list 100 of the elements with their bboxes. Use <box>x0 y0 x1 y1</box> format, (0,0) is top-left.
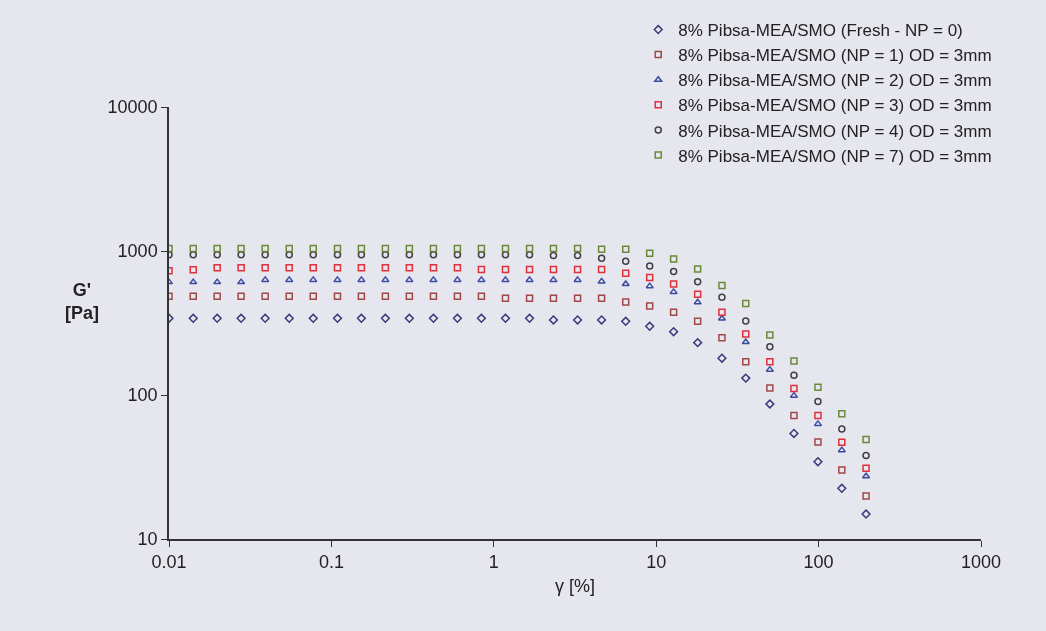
x-tick-label: 0.01 <box>151 552 187 573</box>
point <box>790 357 798 365</box>
point <box>477 251 486 259</box>
point <box>381 264 390 272</box>
point <box>789 428 799 439</box>
point <box>501 244 510 253</box>
point <box>237 292 245 300</box>
point <box>428 313 439 323</box>
point <box>212 313 222 323</box>
point <box>261 264 269 272</box>
point <box>693 265 702 273</box>
point <box>380 313 391 323</box>
point <box>309 251 317 259</box>
point <box>766 384 774 392</box>
point <box>429 244 438 253</box>
y-axis-title: G' [Pa] <box>65 280 100 324</box>
point <box>309 292 317 300</box>
point <box>862 435 870 444</box>
point <box>525 265 534 274</box>
point <box>477 292 486 300</box>
point <box>742 299 750 308</box>
point <box>741 338 750 345</box>
point <box>501 276 510 283</box>
point <box>645 302 654 310</box>
point <box>549 265 558 274</box>
point <box>621 316 631 326</box>
point <box>572 315 583 325</box>
point <box>596 315 607 325</box>
point <box>308 313 318 323</box>
point <box>573 276 582 283</box>
point <box>597 265 606 274</box>
point <box>260 276 270 283</box>
point <box>837 483 847 493</box>
point <box>405 276 414 283</box>
point <box>429 264 438 272</box>
point <box>693 298 702 305</box>
point <box>766 358 774 366</box>
point <box>814 411 822 420</box>
point <box>838 466 846 474</box>
point <box>549 251 558 260</box>
point <box>718 293 726 302</box>
point <box>357 292 366 300</box>
point <box>814 383 822 392</box>
point <box>573 244 582 253</box>
point <box>548 315 559 325</box>
point <box>429 292 438 300</box>
x-tick-label: 0.1 <box>318 552 344 573</box>
point <box>357 251 366 259</box>
point <box>862 492 870 500</box>
point <box>718 333 726 342</box>
point <box>718 281 726 290</box>
x-tick-label: 1 <box>488 552 499 573</box>
point <box>718 308 726 317</box>
legend-label: 8% Pibsa-MEA/SMO (NP = 7) OD = 3mm <box>678 146 992 166</box>
point <box>741 373 751 383</box>
point <box>213 292 221 300</box>
y-tick-label: 100 <box>127 385 158 406</box>
point <box>525 251 534 259</box>
point <box>189 278 198 285</box>
point <box>669 288 678 295</box>
point <box>453 251 462 259</box>
point <box>693 290 702 299</box>
point <box>285 292 293 300</box>
point <box>597 254 606 263</box>
point <box>861 509 871 519</box>
point <box>621 280 630 287</box>
point <box>549 294 558 302</box>
point <box>597 245 606 253</box>
point <box>309 244 317 253</box>
point <box>742 358 750 366</box>
point <box>645 282 654 289</box>
point <box>669 308 678 317</box>
point <box>285 276 294 283</box>
point <box>621 257 630 265</box>
point <box>381 292 390 300</box>
point <box>668 327 679 337</box>
point <box>309 276 318 283</box>
point <box>477 244 486 253</box>
point <box>237 264 245 272</box>
point <box>501 265 510 274</box>
point <box>766 343 774 351</box>
legend-label: 8% Pibsa-MEA/SMO (Fresh - NP = 0) <box>678 21 963 41</box>
point <box>189 292 197 300</box>
point <box>213 264 221 272</box>
point <box>790 384 798 393</box>
point <box>333 276 342 283</box>
point <box>453 292 462 300</box>
point <box>237 251 245 259</box>
point <box>742 330 750 338</box>
point <box>453 244 462 253</box>
point <box>549 244 558 253</box>
y-tick-label: 1000 <box>117 241 158 262</box>
legend-label: 8% Pibsa-MEA/SMO (NP = 2) OD = 3mm <box>678 71 992 91</box>
point <box>524 313 535 323</box>
point <box>501 251 510 259</box>
point <box>525 276 534 283</box>
point <box>766 331 774 339</box>
point <box>405 292 414 300</box>
point <box>213 251 221 259</box>
point <box>790 411 798 420</box>
